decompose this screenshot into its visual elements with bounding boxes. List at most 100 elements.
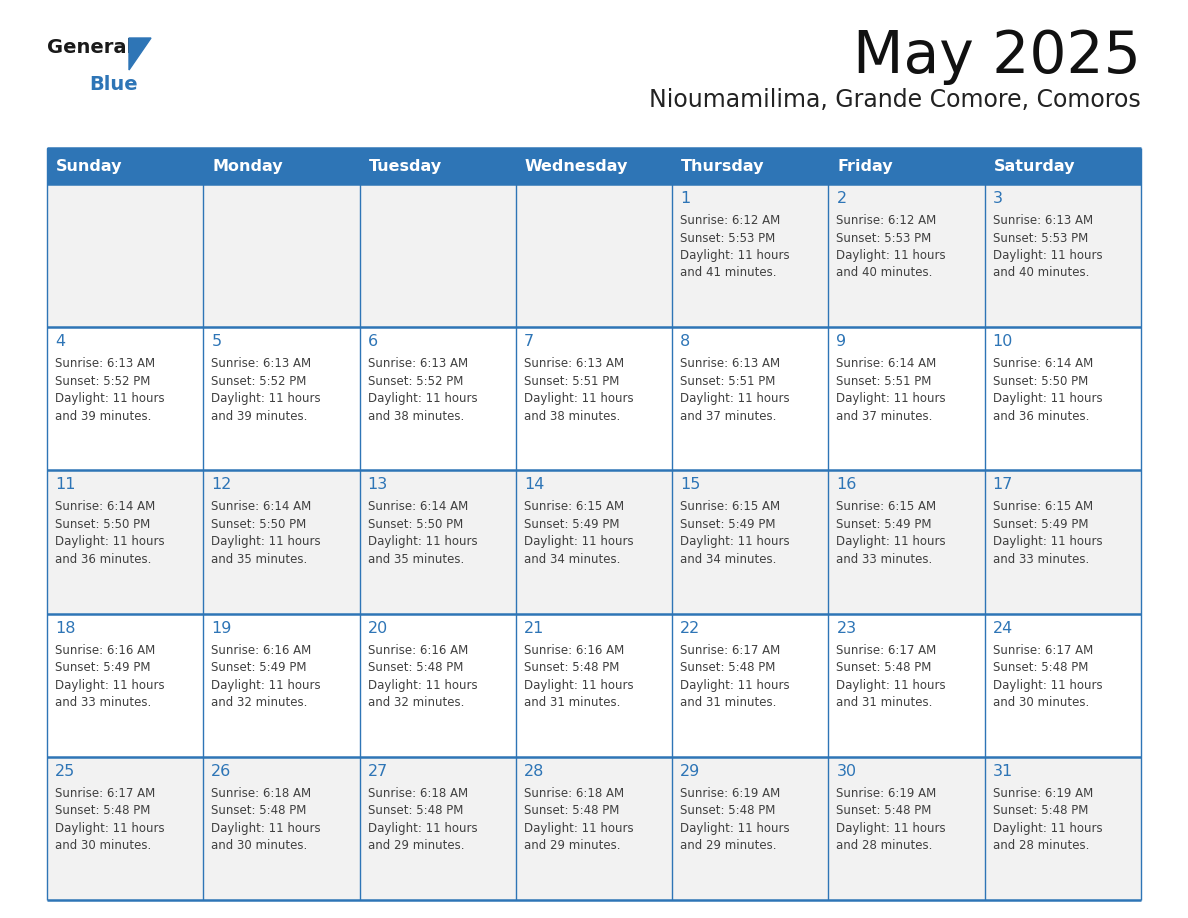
Bar: [48, 756, 1140, 900]
Text: Sunset: 5:50 PM: Sunset: 5:50 PM: [55, 518, 150, 531]
Text: 14: 14: [524, 477, 544, 492]
Text: Daylight: 11 hours: Daylight: 11 hours: [681, 678, 790, 691]
Text: Sunset: 5:48 PM: Sunset: 5:48 PM: [524, 804, 619, 817]
Text: Sunset: 5:49 PM: Sunset: 5:49 PM: [55, 661, 151, 674]
Text: Sunset: 5:49 PM: Sunset: 5:49 PM: [211, 661, 307, 674]
Text: May 2025: May 2025: [853, 28, 1140, 85]
Text: Sunset: 5:48 PM: Sunset: 5:48 PM: [993, 804, 1088, 817]
Text: Sunrise: 6:13 AM: Sunrise: 6:13 AM: [681, 357, 781, 370]
Text: Daylight: 11 hours: Daylight: 11 hours: [55, 822, 165, 834]
Text: 24: 24: [993, 621, 1013, 635]
Text: 7: 7: [524, 334, 533, 349]
Text: Daylight: 11 hours: Daylight: 11 hours: [367, 535, 478, 548]
Text: 16: 16: [836, 477, 857, 492]
Text: Sunrise: 6:17 AM: Sunrise: 6:17 AM: [993, 644, 1093, 656]
Text: Daylight: 11 hours: Daylight: 11 hours: [836, 678, 946, 691]
Text: Wednesday: Wednesday: [525, 159, 628, 174]
Text: 2: 2: [836, 191, 847, 206]
Text: Sunrise: 6:19 AM: Sunrise: 6:19 AM: [993, 787, 1093, 800]
Text: Sunset: 5:48 PM: Sunset: 5:48 PM: [211, 804, 307, 817]
Text: Sunrise: 6:19 AM: Sunrise: 6:19 AM: [836, 787, 936, 800]
Text: and 32 minutes.: and 32 minutes.: [367, 696, 465, 709]
Bar: [48, 613, 1140, 756]
Text: Sunset: 5:49 PM: Sunset: 5:49 PM: [681, 518, 776, 531]
Text: Sunset: 5:51 PM: Sunset: 5:51 PM: [681, 375, 776, 387]
Text: Daylight: 11 hours: Daylight: 11 hours: [524, 535, 633, 548]
Text: Daylight: 11 hours: Daylight: 11 hours: [211, 535, 321, 548]
Text: Sunrise: 6:18 AM: Sunrise: 6:18 AM: [367, 787, 468, 800]
Text: Daylight: 11 hours: Daylight: 11 hours: [681, 392, 790, 405]
Text: and 33 minutes.: and 33 minutes.: [55, 696, 151, 709]
Text: and 34 minutes.: and 34 minutes.: [524, 553, 620, 565]
Text: Daylight: 11 hours: Daylight: 11 hours: [55, 678, 165, 691]
Text: Sunset: 5:50 PM: Sunset: 5:50 PM: [367, 518, 463, 531]
Text: Sunrise: 6:14 AM: Sunrise: 6:14 AM: [55, 500, 156, 513]
Text: Daylight: 11 hours: Daylight: 11 hours: [367, 822, 478, 834]
Text: Sunset: 5:51 PM: Sunset: 5:51 PM: [836, 375, 931, 387]
Bar: [48, 470, 1140, 613]
Text: Sunset: 5:48 PM: Sunset: 5:48 PM: [836, 804, 931, 817]
Text: Sunrise: 6:19 AM: Sunrise: 6:19 AM: [681, 787, 781, 800]
Text: Sunset: 5:48 PM: Sunset: 5:48 PM: [367, 661, 463, 674]
Text: 15: 15: [681, 477, 701, 492]
Text: Daylight: 11 hours: Daylight: 11 hours: [55, 535, 165, 548]
Text: Sunrise: 6:16 AM: Sunrise: 6:16 AM: [211, 644, 311, 656]
Text: and 31 minutes.: and 31 minutes.: [681, 696, 777, 709]
Text: 6: 6: [367, 334, 378, 349]
Text: 10: 10: [993, 334, 1013, 349]
Text: Daylight: 11 hours: Daylight: 11 hours: [681, 822, 790, 834]
Text: Sunset: 5:48 PM: Sunset: 5:48 PM: [993, 661, 1088, 674]
Text: 22: 22: [681, 621, 701, 635]
Text: and 35 minutes.: and 35 minutes.: [367, 553, 463, 565]
Bar: [48, 184, 1140, 327]
Text: and 30 minutes.: and 30 minutes.: [55, 839, 151, 852]
Text: and 30 minutes.: and 30 minutes.: [993, 696, 1089, 709]
Text: Daylight: 11 hours: Daylight: 11 hours: [993, 249, 1102, 262]
Text: Sunset: 5:52 PM: Sunset: 5:52 PM: [211, 375, 307, 387]
Text: 13: 13: [367, 477, 387, 492]
Text: Sunset: 5:51 PM: Sunset: 5:51 PM: [524, 375, 619, 387]
Text: and 31 minutes.: and 31 minutes.: [836, 696, 933, 709]
Text: Sunset: 5:53 PM: Sunset: 5:53 PM: [681, 231, 776, 244]
Text: 26: 26: [211, 764, 232, 778]
Text: Sunset: 5:49 PM: Sunset: 5:49 PM: [993, 518, 1088, 531]
Text: and 39 minutes.: and 39 minutes.: [55, 409, 151, 422]
Text: Sunset: 5:48 PM: Sunset: 5:48 PM: [55, 804, 151, 817]
Text: and 31 minutes.: and 31 minutes.: [524, 696, 620, 709]
Text: Sunrise: 6:13 AM: Sunrise: 6:13 AM: [367, 357, 468, 370]
Text: and 35 minutes.: and 35 minutes.: [211, 553, 308, 565]
Text: Daylight: 11 hours: Daylight: 11 hours: [836, 392, 946, 405]
Text: 30: 30: [836, 764, 857, 778]
Text: Sunrise: 6:18 AM: Sunrise: 6:18 AM: [211, 787, 311, 800]
Text: Sunset: 5:48 PM: Sunset: 5:48 PM: [681, 804, 776, 817]
Text: Daylight: 11 hours: Daylight: 11 hours: [367, 392, 478, 405]
Text: and 33 minutes.: and 33 minutes.: [836, 553, 933, 565]
Text: Daylight: 11 hours: Daylight: 11 hours: [524, 392, 633, 405]
Text: Daylight: 11 hours: Daylight: 11 hours: [524, 678, 633, 691]
Text: Daylight: 11 hours: Daylight: 11 hours: [55, 392, 165, 405]
Text: 11: 11: [55, 477, 76, 492]
Text: and 37 minutes.: and 37 minutes.: [836, 409, 933, 422]
Text: Sunset: 5:49 PM: Sunset: 5:49 PM: [836, 518, 931, 531]
Text: Sunset: 5:50 PM: Sunset: 5:50 PM: [211, 518, 307, 531]
Text: Daylight: 11 hours: Daylight: 11 hours: [681, 249, 790, 262]
Text: 21: 21: [524, 621, 544, 635]
Text: Nioumamilima, Grande Comore, Comoros: Nioumamilima, Grande Comore, Comoros: [650, 88, 1140, 112]
Text: 9: 9: [836, 334, 847, 349]
Text: 8: 8: [681, 334, 690, 349]
Text: Sunrise: 6:13 AM: Sunrise: 6:13 AM: [993, 214, 1093, 227]
Text: and 41 minutes.: and 41 minutes.: [681, 266, 777, 279]
Text: 12: 12: [211, 477, 232, 492]
Text: Thursday: Thursday: [681, 159, 765, 174]
Text: Saturday: Saturday: [993, 159, 1075, 174]
Text: Daylight: 11 hours: Daylight: 11 hours: [836, 535, 946, 548]
Text: Sunrise: 6:14 AM: Sunrise: 6:14 AM: [211, 500, 311, 513]
Text: and 30 minutes.: and 30 minutes.: [211, 839, 308, 852]
Text: Sunrise: 6:15 AM: Sunrise: 6:15 AM: [681, 500, 781, 513]
Text: and 33 minutes.: and 33 minutes.: [993, 553, 1089, 565]
Text: Sunrise: 6:17 AM: Sunrise: 6:17 AM: [55, 787, 156, 800]
Text: Sunrise: 6:13 AM: Sunrise: 6:13 AM: [55, 357, 156, 370]
Text: and 40 minutes.: and 40 minutes.: [993, 266, 1089, 279]
Text: and 28 minutes.: and 28 minutes.: [993, 839, 1089, 852]
Text: Daylight: 11 hours: Daylight: 11 hours: [211, 822, 321, 834]
